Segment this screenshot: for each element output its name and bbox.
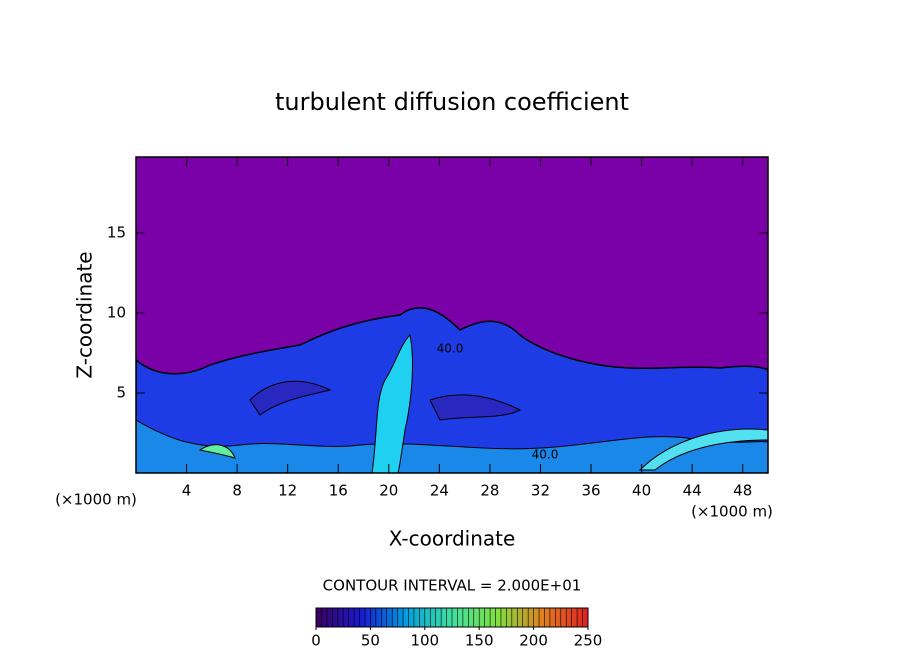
field-region [136,307,768,473]
contour-interval: CONTOUR INTERVAL = 2.000E+01 [323,577,582,595]
y-tick-label: 15 [107,224,126,242]
field-region [371,333,413,473]
field [136,307,768,473]
x-tick-label: 20 [379,482,398,500]
x-tick-label: 32 [531,482,550,500]
x-unit-label: (×1000 m) [55,491,137,509]
colorbar-tick-label: 250 [574,632,603,650]
x-tick-label: 8 [232,482,242,500]
x-tick-label: 16 [329,482,348,500]
x-tick-label: 28 [480,482,499,500]
colorbar-tick-label: 100 [410,632,439,650]
colorbar-tick-label: 0 [311,632,321,650]
contour-label: 40.0 [437,342,464,356]
x-tick-label: 36 [581,482,600,500]
x-tick-label: 24 [430,482,449,500]
contour-label: 40.0 [532,448,559,462]
colorbar-tick-label: 50 [361,632,380,650]
colorbar-tick-label: 150 [465,632,494,650]
y-tick-label: 5 [116,384,126,402]
x-tick-label: 48 [733,482,752,500]
colorbar-tick-label: 200 [519,632,548,650]
y-axis-label: Z-coordinate [73,251,97,378]
x-tick-label: 4 [182,482,192,500]
x-tick-label: 12 [278,482,297,500]
x-unit-label: (×1000 m) [691,503,773,521]
field-region [249,380,332,416]
field-region [198,444,236,459]
y-tick-label: 10 [107,304,126,322]
x-tick-label: 40 [632,482,651,500]
field-region [638,428,768,471]
plot-frame [135,156,769,474]
x-tick-label: 44 [683,482,702,500]
chart-title: turbulent diffusion coefficient [275,88,629,116]
x-axis-label: X-coordinate [389,527,516,551]
field-region [429,394,522,421]
